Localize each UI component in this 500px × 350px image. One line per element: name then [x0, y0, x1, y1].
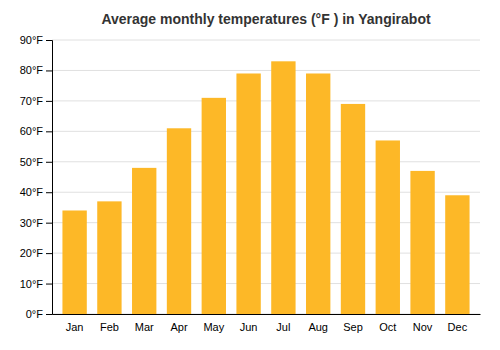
- chart: 0°F 10°F 20°F 30°F 40°F 50°F 60°F 70°F 80°F 90°F J…: [0, 0, 500, 350]
- title: Average monthly temperatures (°F ) in Ya…: [101, 11, 431, 27]
- tick-label: 80°F: [20, 64, 44, 76]
- tick-label: Jul: [276, 321, 290, 333]
- grid: [52, 40, 480, 314]
- tick-label: 0°F: [26, 308, 44, 320]
- tick-mark: [46, 70, 52, 71]
- bar: [376, 140, 400, 314]
- tick-mark: [46, 314, 52, 315]
- tick-label: 50°F: [20, 156, 44, 168]
- grid-line: [52, 40, 480, 41]
- tick-label: Feb: [100, 321, 119, 333]
- tick: 10°F: [20, 278, 52, 290]
- bar: [410, 171, 434, 314]
- bars: [62, 61, 469, 314]
- tick: Oct: [379, 321, 396, 333]
- bar: [271, 61, 295, 314]
- tick-label: 40°F: [20, 186, 44, 198]
- tick: Aug: [308, 321, 328, 333]
- plot: 0°F 10°F 20°F 30°F 40°F 50°F 60°F 70°F 80°F 90°F J…: [20, 34, 481, 333]
- tick-mark: [46, 131, 52, 132]
- tick-label: 10°F: [20, 278, 44, 290]
- tick-label: Jun: [240, 321, 258, 333]
- tick-label: Oct: [379, 321, 396, 333]
- tick-label: May: [203, 321, 224, 333]
- tick: Mar: [135, 321, 154, 333]
- tick: Jul: [276, 321, 290, 333]
- tick: Nov: [413, 321, 433, 333]
- bar: [306, 73, 330, 314]
- grid-line: [52, 131, 480, 132]
- tick-mark: [46, 101, 52, 102]
- tick: Sep: [343, 321, 363, 333]
- tick-label: Aug: [308, 321, 328, 333]
- tick-label: Nov: [413, 321, 433, 333]
- axis-domain: [46, 41, 53, 315]
- tick: 90°F: [20, 34, 52, 46]
- grid-line: [52, 70, 480, 71]
- bar: [236, 73, 260, 314]
- tick: 50°F: [20, 156, 52, 168]
- bar: [167, 128, 191, 314]
- tick-label: 70°F: [20, 95, 44, 107]
- tick: 30°F: [20, 217, 52, 229]
- bar: [445, 195, 469, 314]
- tick-mark: [46, 253, 52, 254]
- tick-label: Sep: [343, 321, 363, 333]
- y-axis: 0°F 10°F 20°F 30°F 40°F 50°F 60°F 70°F 80°F 90°F: [20, 34, 53, 320]
- bar: [97, 201, 121, 314]
- tick: Jan: [66, 321, 84, 333]
- tick: 80°F: [20, 64, 52, 76]
- tick: Jun: [240, 321, 258, 333]
- tick: 70°F: [20, 95, 52, 107]
- tick-label: Mar: [135, 321, 154, 333]
- tick-mark: [46, 192, 52, 193]
- x-axis: Jan Feb Mar Apr May Jun Jul Aug Sep Oct Nov Dec: [53, 315, 481, 333]
- grid-line: [52, 161, 480, 162]
- tick: Dec: [448, 321, 468, 333]
- tick-label: 30°F: [20, 217, 44, 229]
- bar: [62, 210, 86, 314]
- tick-mark: [46, 162, 52, 163]
- tick-label: 20°F: [20, 247, 44, 259]
- tick-label: 90°F: [20, 34, 44, 46]
- tick: 0°F: [26, 308, 52, 320]
- tick: 40°F: [20, 186, 52, 198]
- tick: May: [203, 321, 224, 333]
- tick-label: Dec: [448, 321, 468, 333]
- tick-mark: [46, 223, 52, 224]
- tick: Feb: [100, 321, 119, 333]
- tick-label: Apr: [170, 321, 187, 333]
- tick-mark: [46, 284, 52, 285]
- grid-line: [52, 100, 480, 101]
- axis-domain: [53, 314, 481, 315]
- tick-label: 60°F: [20, 125, 44, 137]
- tick-label: Jan: [66, 321, 84, 333]
- bar: [132, 168, 156, 314]
- tick: 60°F: [20, 125, 52, 137]
- tick: Apr: [170, 321, 187, 333]
- tick: 20°F: [20, 247, 52, 259]
- bar: [202, 98, 226, 314]
- tick-mark: [46, 40, 52, 41]
- bar: [341, 104, 365, 314]
